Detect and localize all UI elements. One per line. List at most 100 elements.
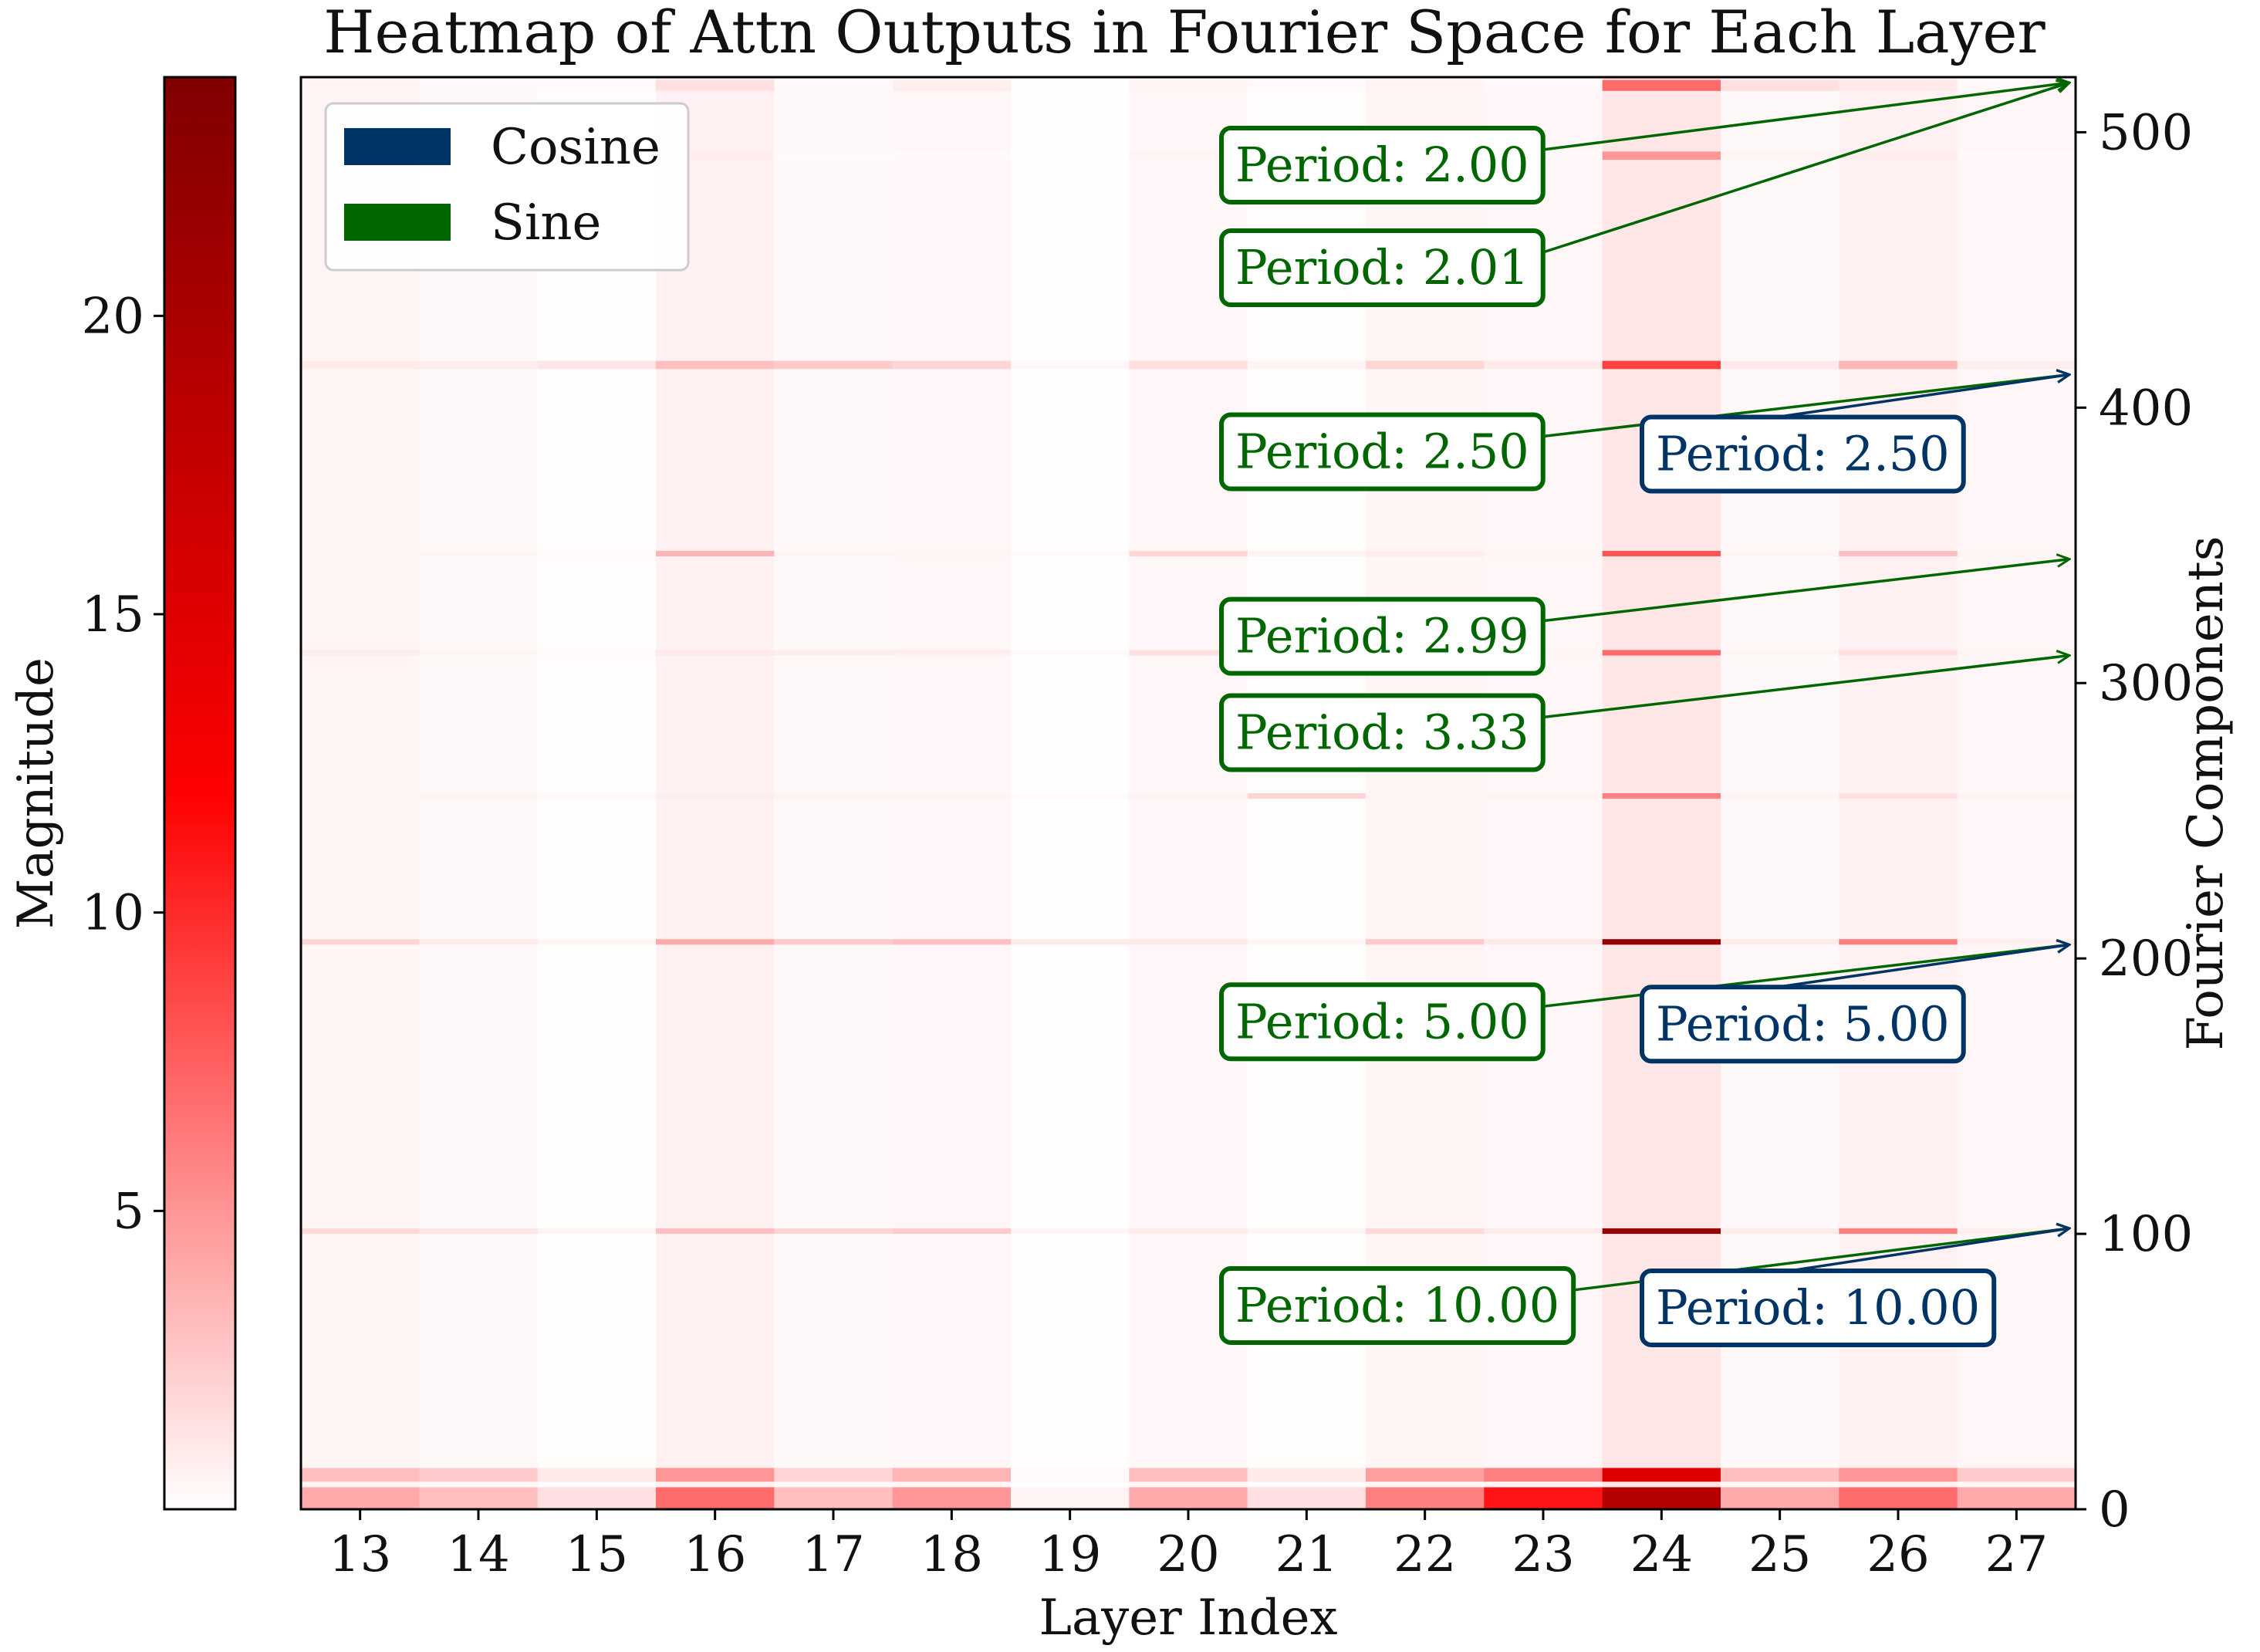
heatmap-cell [1721,1228,1839,1235]
heatmap-cell [1011,1487,1130,1509]
heatmap-cell [1957,1228,2076,1235]
heatmap-cell [774,1487,894,1509]
heatmap-cell [1957,650,2076,656]
annotation-label: Period: 2.50 [1235,423,1529,479]
x-tick-label: 27 [1985,1526,2048,1583]
cosine-annotation: Period: 2.50 [1640,374,2069,494]
heatmap-cell [1602,360,1721,370]
x-tick-label: 18 [921,1526,983,1583]
heatmap-cell [1957,360,2076,370]
heatmap-cell [1839,939,1958,945]
annotation-box [1640,1268,1997,1347]
heatmap-cell [1839,650,1958,656]
x-axis-ticks: 13 14 15 16 17 18 19 20 21 22 23 24 25 26 27 [329,1509,2048,1583]
annotation-arrow [1542,559,2069,623]
heatmap-cell [301,1228,420,1235]
heatmap-cell [1484,1468,1603,1482]
heatmap-cell [1011,1228,1130,1235]
annotation-label: Period: 2.50 [1656,425,1950,481]
heatmap-cell [1602,1228,1721,1235]
heatmap-cell [1602,1468,1721,1482]
heatmap-cell [1602,650,1721,656]
heatmap-cell [1957,793,2076,799]
heatmap-cell [1129,151,1248,160]
heatmap-cell [1721,1487,1839,1509]
colorbar-tick-label: 15 [82,586,144,644]
heatmap-cell [1957,79,2076,91]
heatmap-cell [1721,939,1839,945]
heatmap-cell [656,151,775,160]
heatmap-cell [1484,1228,1603,1235]
heatmap-cell [892,550,1012,557]
annotation-label: Period: 5.00 [1656,995,1950,1052]
heatmap-cell [419,939,539,945]
annotation-box [1219,982,1546,1062]
heatmap-cell [1366,1468,1485,1482]
y-tick-label: 300 [2099,655,2193,712]
heatmap-cell [419,550,539,557]
cosine-annotation: Period: 5.00 [1640,944,2069,1064]
heatmap-cell [1839,550,1958,557]
sine-annotation: Period: 5.00 [1219,944,2069,1062]
legend-swatch-cosine [344,128,451,165]
heatmap-cell [892,939,1012,945]
annotation-box [1640,985,1966,1064]
chart-title: Heatmap of Attn Outputs in Fourier Space… [323,0,2045,66]
x-tick-label: 15 [566,1526,628,1583]
heatmap-cell [1366,79,1485,91]
colorbar-label: Magnitude [8,657,65,929]
annotation-arrow [1789,1228,2069,1272]
heatmap-cell [537,79,657,91]
x-tick-label: 14 [447,1526,509,1583]
annotation-label: Period: 2.00 [1235,137,1529,193]
heatmap-cell [1247,550,1366,557]
heatmap-cell [656,550,775,557]
heatmap-cell [656,939,775,945]
x-tick-label: 17 [802,1526,864,1583]
heatmap-cell [1011,650,1130,656]
heatmap-cell [1721,151,1839,160]
annotation-box [1640,414,1966,494]
heatmap-cell [1484,360,1603,370]
colorbar-gradient [163,76,237,1511]
heatmap-cell [1957,1468,2076,1482]
heatmap-cell [1247,793,1366,799]
heatmap-cell [1366,360,1485,370]
heatmap-cell [1957,939,2076,945]
heatmap-cell [1721,650,1839,656]
heatmap-cell [1839,360,1958,370]
x-tick-label: 24 [1630,1526,1693,1583]
legend-label-cosine: Cosine [491,119,660,176]
heatmap-cell [1129,939,1248,945]
heatmap-cell [656,360,775,370]
x-tick-label: 23 [1512,1526,1574,1583]
sine-annotation: Period: 2.00 [1219,83,2069,204]
heatmap-cell [1011,1468,1130,1482]
annotation-label: Period: 10.00 [1656,1279,1980,1336]
heatmap-cell [1011,79,1130,91]
x-tick-label: 19 [1039,1526,1101,1583]
heatmap-cell [774,550,894,557]
heatmap-cell [301,650,420,656]
heatmap-cell [537,550,657,557]
annotation-box [1219,596,1546,676]
heatmap-cell [1839,151,1958,160]
heatmap-cell [1957,550,2076,557]
heatmap-cell [1602,151,1721,160]
heatmap-cell [656,1228,775,1235]
heatmap-cell [1129,1228,1248,1235]
heatmap-cell [892,79,1012,91]
heatmap-cell [1247,360,1366,370]
colorbar-tick-label: 20 [82,288,144,345]
heatmap-cell [419,1468,539,1482]
heatmap-cell [537,650,657,656]
heatmap-cell [1957,1487,2076,1509]
heatmap-cell [419,79,539,91]
heatmap-cell [1484,793,1603,799]
heatmap-cell [419,650,539,656]
heatmap-cell [1129,793,1248,799]
heatmap-cell [656,1468,775,1482]
sine-annotation: Period: 2.99 [1219,559,2069,676]
annotation-label: Period: 2.99 [1235,608,1529,664]
heatmap-cell [1602,79,1721,91]
